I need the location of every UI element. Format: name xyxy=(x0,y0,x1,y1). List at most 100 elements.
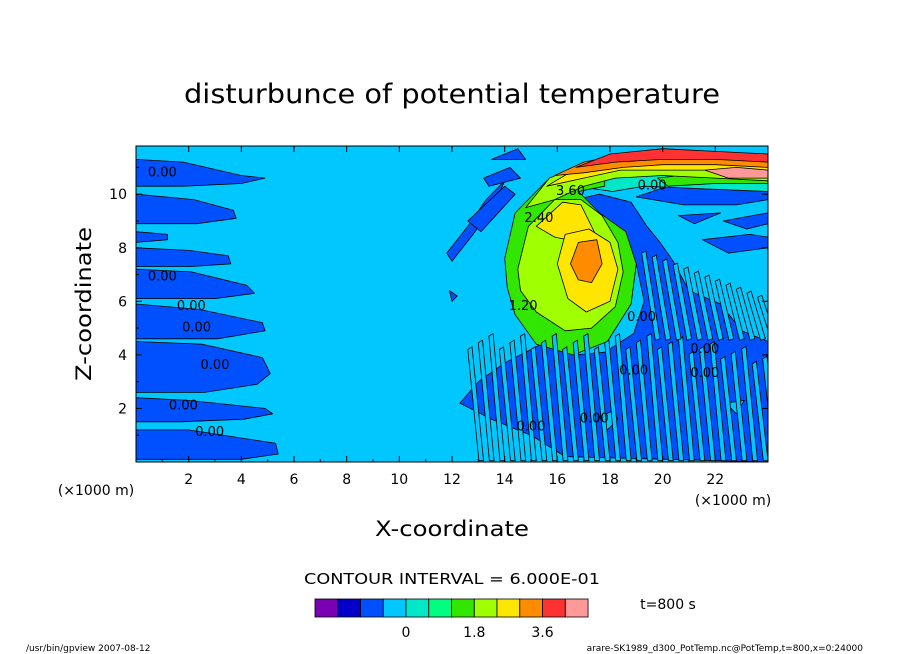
contour-stripe xyxy=(530,346,548,462)
colorbar-tick-label: 0 xyxy=(402,625,411,641)
x-unit-left: (×1000 m) xyxy=(58,483,134,499)
colorbar-swatch xyxy=(405,598,430,618)
colorbar-swatch xyxy=(314,598,339,618)
plot-area: 0.000.000.000.000.000.000.002.403.601.20… xyxy=(135,145,789,463)
contour-stripe xyxy=(625,346,643,462)
y-tick-label: 6 xyxy=(118,294,127,310)
contour-stripe xyxy=(667,341,685,462)
contour-stripe xyxy=(656,346,674,462)
x-tick-label: 6 xyxy=(290,472,299,488)
contour-label: 0.00 xyxy=(148,165,177,180)
colorbar-swatch xyxy=(564,598,589,618)
contour-stripe xyxy=(683,266,703,341)
color-region xyxy=(701,233,768,254)
contour-stripe xyxy=(635,339,653,462)
colorbar xyxy=(314,598,589,618)
colorbar-swatch xyxy=(496,598,521,618)
contour-stripe xyxy=(672,262,693,341)
contour-stripe xyxy=(641,250,661,341)
contour-stripe xyxy=(709,340,727,462)
contour-label: 0.00 xyxy=(195,425,224,440)
contour-stripe xyxy=(583,332,600,462)
contour-label: 1.20 xyxy=(509,299,538,314)
x-axis-label: X-coordinate xyxy=(375,517,529,541)
color-region xyxy=(136,268,255,300)
color-region xyxy=(136,429,279,460)
y-tick-label: 4 xyxy=(118,348,127,364)
contour-label: 0.00 xyxy=(182,321,211,336)
y-axis-label: Z-coordinate xyxy=(72,227,96,381)
color-region xyxy=(136,247,232,267)
x-tick-label: 18 xyxy=(601,472,619,488)
x-tick-label: 14 xyxy=(496,472,514,488)
contour-stripe xyxy=(688,351,706,462)
contour-label: 2.40 xyxy=(524,211,553,226)
color-region xyxy=(678,212,721,225)
y-tick-label: 8 xyxy=(118,241,127,257)
contour-stripe xyxy=(520,332,537,462)
contour-stripe xyxy=(714,278,735,341)
time-label: t=800 s xyxy=(640,597,696,613)
color-region xyxy=(136,231,169,243)
colorbar-swatch xyxy=(451,598,475,618)
y-tick-label: 10 xyxy=(109,187,127,203)
color-region xyxy=(467,185,516,233)
contour-stripe xyxy=(751,360,768,462)
contour-label: 0.00 xyxy=(177,299,206,314)
contour-stripe xyxy=(498,346,516,462)
colorbar-swatch xyxy=(542,598,566,618)
color-region xyxy=(136,193,237,225)
contour-label: 0.00 xyxy=(690,342,719,357)
contour-stripe xyxy=(730,350,748,462)
x-tick-label: 22 xyxy=(706,472,724,488)
contour-stripe xyxy=(762,355,768,412)
color-region xyxy=(704,166,768,179)
y-tick-label: 2 xyxy=(118,401,127,417)
footer-right: arare-SK1989_d300_PotTemp.nc@PotTemp,t=8… xyxy=(587,644,864,654)
x-tick-label: 12 xyxy=(443,472,461,488)
x-tick-label: 20 xyxy=(654,472,672,488)
x-tick-label: 2 xyxy=(184,472,193,488)
color-region xyxy=(136,158,266,187)
contour-stripe xyxy=(725,282,745,341)
chart-title: disturbunce of potential temperature xyxy=(184,79,720,110)
contour-stripe xyxy=(735,286,756,341)
contour-stripe xyxy=(693,270,714,341)
contour-stripe xyxy=(757,294,768,332)
color-region xyxy=(483,166,521,187)
contour-stripe xyxy=(678,336,695,462)
colorbar-swatch xyxy=(360,598,384,618)
contour-stripe xyxy=(604,339,621,462)
contour-stripe xyxy=(551,332,569,462)
colorbar-tick-label: 3.6 xyxy=(531,625,553,641)
contour-stripe xyxy=(662,258,682,341)
color-region xyxy=(570,239,603,284)
contour-label: 0.00 xyxy=(638,179,667,194)
colorbar-tick-label: 1.8 xyxy=(463,625,485,641)
contour-label: 0.00 xyxy=(169,398,198,413)
contour-label: 0.00 xyxy=(517,420,546,435)
contour-label: 0.00 xyxy=(619,363,648,378)
color-region xyxy=(136,303,266,340)
contour-label: 0.00 xyxy=(627,310,656,325)
color-region xyxy=(136,341,271,393)
color-region xyxy=(448,290,458,302)
contour-stripe xyxy=(651,254,672,341)
x-tick-label: 16 xyxy=(548,472,566,488)
contour-stripe xyxy=(477,339,495,462)
contour-stripe xyxy=(773,351,789,461)
contour-label: 3.60 xyxy=(556,184,585,199)
contour-stripe xyxy=(572,339,590,462)
color-region xyxy=(491,148,527,160)
contour-label: 0.00 xyxy=(148,270,177,285)
contour-stripe xyxy=(467,346,485,462)
contour-interval: CONTOUR INTERVAL = 6.000E-01 xyxy=(304,570,600,588)
colorbar-swatch xyxy=(337,598,361,618)
color-region xyxy=(136,397,274,423)
contour-label: 0.00 xyxy=(690,366,719,381)
contour-stripe xyxy=(720,355,737,462)
contour-stripe xyxy=(704,274,724,341)
contour-label: 0.00 xyxy=(201,358,230,373)
x-tick-label: 4 xyxy=(237,472,246,488)
